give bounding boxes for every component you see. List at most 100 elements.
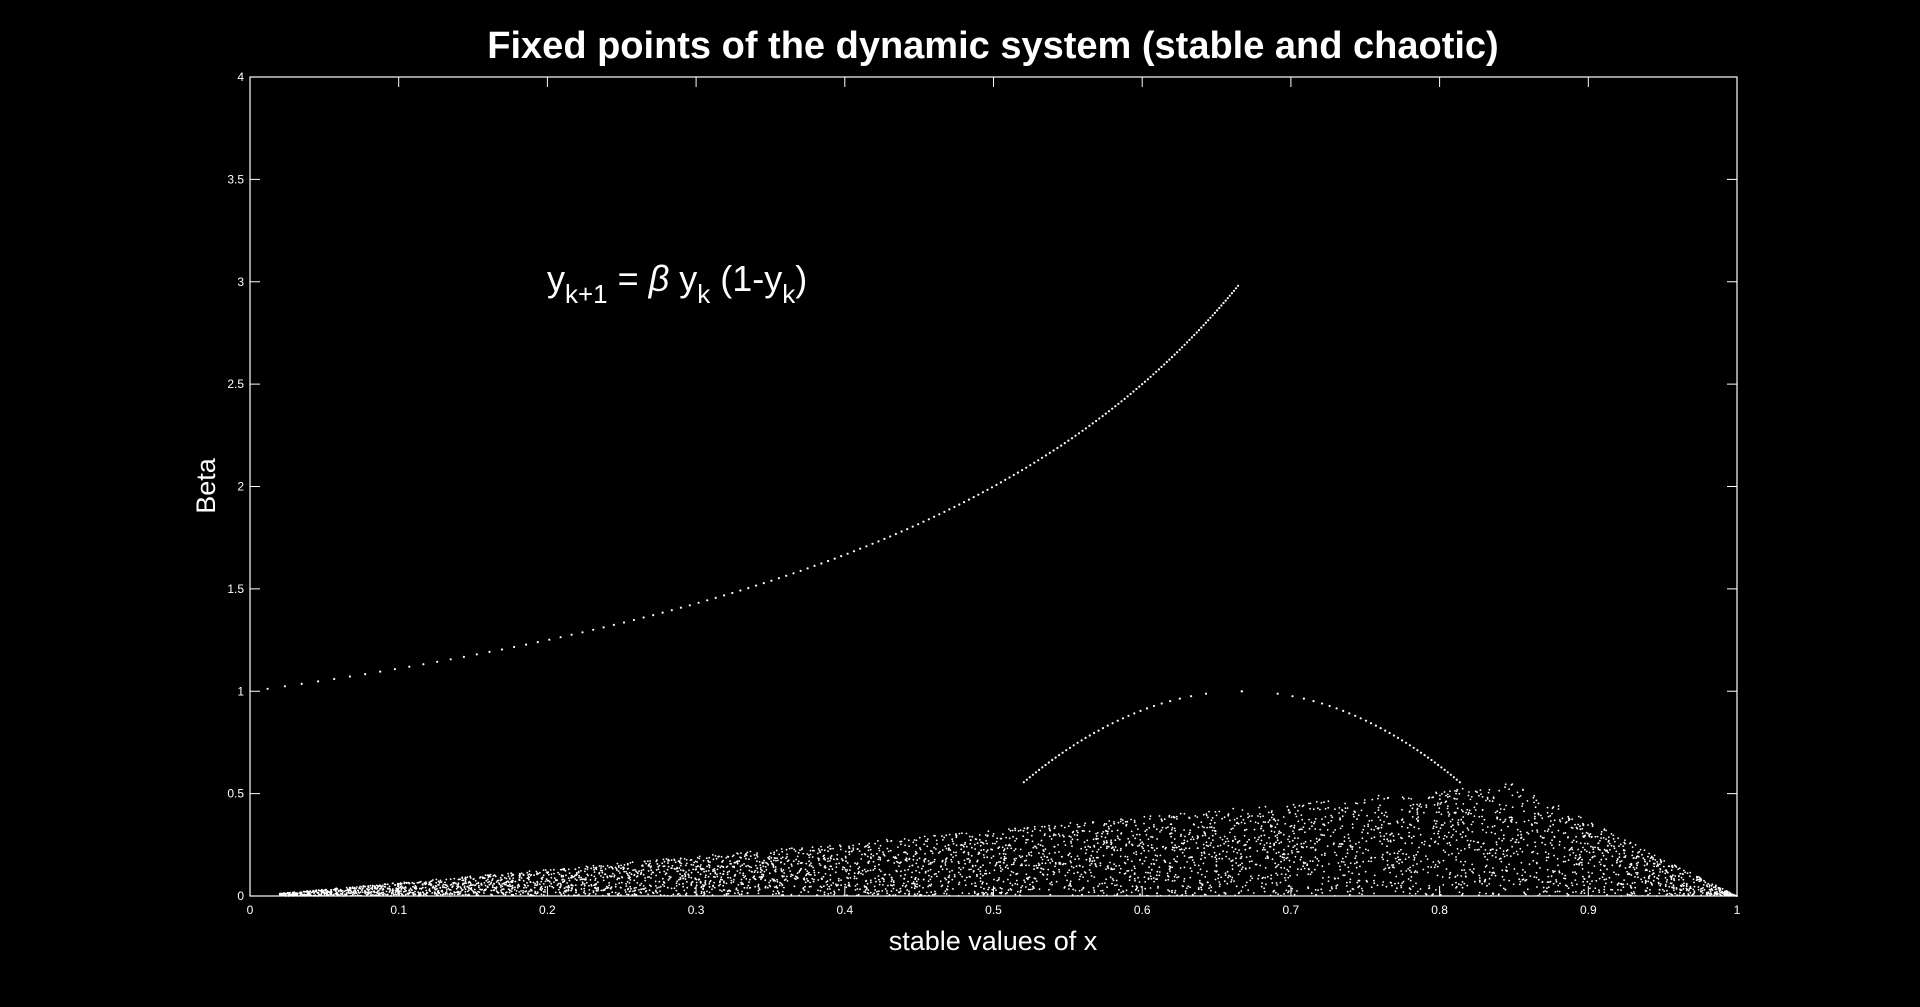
data-point (745, 854, 748, 857)
data-point (446, 885, 449, 888)
data-point (1346, 807, 1349, 809)
data-point (1702, 886, 1704, 889)
data-point (1041, 845, 1044, 847)
data-point (694, 887, 696, 890)
data-point (827, 857, 829, 860)
data-point (1483, 871, 1486, 873)
data-point (991, 888, 994, 891)
data-point (683, 889, 686, 892)
data-point (1240, 853, 1242, 855)
data-point (1174, 889, 1177, 892)
data-point (605, 885, 608, 888)
data-point (900, 843, 902, 846)
data-point (1445, 868, 1448, 870)
data-point (832, 847, 834, 850)
data-point (1099, 846, 1102, 849)
data-point (1070, 885, 1072, 887)
data-point (499, 876, 502, 879)
data-point (1644, 889, 1647, 892)
data-point (1367, 849, 1370, 852)
data-point (376, 886, 379, 889)
data-point (436, 887, 438, 890)
data-point (1238, 840, 1241, 842)
data-point (1432, 825, 1435, 828)
data-point (838, 888, 840, 891)
data-point (1160, 365, 1163, 368)
data-point (1553, 819, 1556, 822)
data-point (571, 887, 573, 889)
data-point (1217, 845, 1219, 848)
data-point (892, 887, 895, 890)
data-point (518, 885, 521, 887)
data-point (1377, 816, 1380, 818)
data-point (484, 884, 487, 887)
data-point (1274, 891, 1277, 894)
data-point (1682, 888, 1685, 890)
data-point (1089, 871, 1092, 874)
data-point (603, 889, 606, 891)
data-point (1401, 739, 1404, 742)
data-point (447, 887, 450, 890)
data-point (696, 865, 699, 868)
data-point (878, 849, 881, 852)
data-point (736, 870, 739, 872)
data-point (821, 848, 823, 851)
data-point (1120, 400, 1123, 403)
data-point (401, 893, 404, 896)
data-point (1453, 797, 1456, 800)
data-point (577, 870, 580, 873)
data-point (926, 840, 928, 843)
data-point (1008, 476, 1011, 479)
data-point (478, 891, 481, 894)
data-point (515, 892, 517, 895)
data-point (1435, 826, 1438, 828)
data-point (899, 887, 902, 890)
data-point (1138, 881, 1141, 883)
data-point (1052, 873, 1055, 876)
data-point (495, 886, 498, 888)
data-point (345, 889, 347, 892)
data-point (535, 892, 538, 895)
data-point (1628, 873, 1631, 876)
data-point (844, 855, 847, 858)
data-point (1578, 857, 1581, 860)
data-point (1344, 811, 1347, 813)
data-point (801, 847, 803, 849)
data-point (712, 875, 715, 878)
data-point (488, 883, 491, 886)
data-point (1033, 825, 1036, 828)
data-point (839, 844, 841, 847)
data-point (466, 890, 469, 893)
data-point (1071, 838, 1074, 841)
data-point (1349, 840, 1351, 842)
data-point (1496, 810, 1499, 813)
data-point (829, 860, 831, 862)
data-point (1224, 872, 1227, 874)
data-point (1095, 419, 1098, 423)
data-point (620, 881, 623, 884)
data-point (670, 859, 673, 861)
data-point (1106, 832, 1109, 835)
data-point (1161, 826, 1164, 829)
data-point (1483, 818, 1486, 821)
data-point (776, 857, 778, 860)
data-point (1155, 828, 1158, 831)
data-point (394, 884, 396, 886)
data-point (963, 859, 966, 862)
data-point (1030, 851, 1033, 854)
data-point (1169, 862, 1171, 864)
data-point (1583, 884, 1585, 887)
data-point (922, 886, 924, 889)
data-point (317, 680, 320, 683)
data-point (1301, 805, 1304, 808)
data-point (1127, 714, 1130, 717)
data-point (627, 863, 629, 866)
data-point (1492, 871, 1495, 874)
data-point (1370, 828, 1373, 831)
data-point (556, 884, 559, 886)
data-point (740, 857, 742, 859)
data-point (1327, 800, 1330, 803)
data-point (1402, 821, 1405, 824)
data-point (858, 871, 860, 873)
data-point (806, 870, 809, 872)
